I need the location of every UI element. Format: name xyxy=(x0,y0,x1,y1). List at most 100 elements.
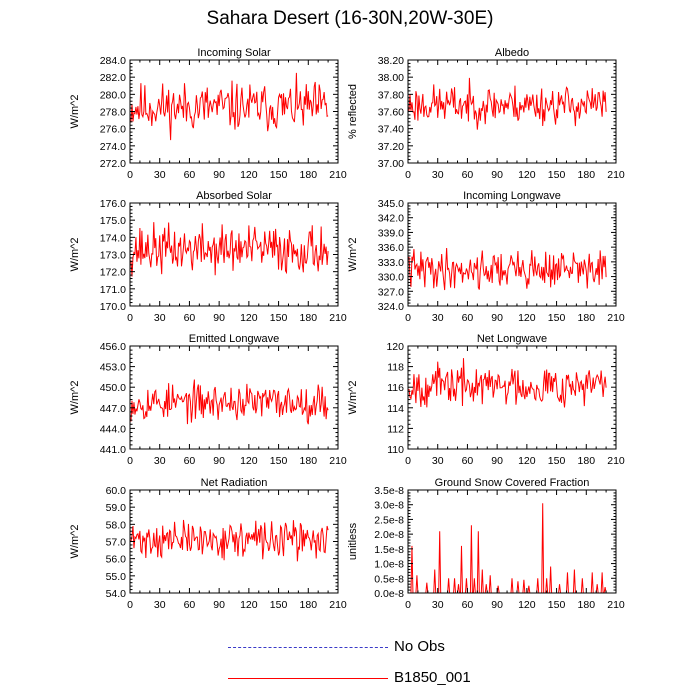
x-tick-label: 150 xyxy=(548,169,566,181)
x-tick-label: 60 xyxy=(462,312,474,324)
plot-frame xyxy=(407,489,617,594)
x-tick-label: 180 xyxy=(578,599,596,611)
x-tick-label: 90 xyxy=(491,312,503,324)
series-line xyxy=(130,519,329,562)
legend-item-b1850-001: B1850_001 xyxy=(228,669,528,689)
x-tick-label: 120 xyxy=(240,169,258,181)
y-tick-label: 37.20 xyxy=(378,141,404,153)
y-tick-label: 55.0 xyxy=(106,571,127,583)
panel-absorbed-solar: Absorbed Solar W/m^2 0 30 60 90 120 150 180 210 17… xyxy=(69,190,347,324)
y-axis-label: % reflected xyxy=(347,84,359,139)
y-tick-label: 58.0 xyxy=(106,519,127,531)
legend-label-no-obs: No Obs xyxy=(394,638,445,655)
x-tick-label: 180 xyxy=(578,169,596,181)
x-tick-label: 210 xyxy=(607,312,625,324)
panel-albedo: Albedo % reflected 0 30 60 90 120 150 180 210 37.0… xyxy=(347,47,625,181)
x-tick-label: 180 xyxy=(300,455,318,467)
y-tick-label: 327.0 xyxy=(378,286,404,298)
x-tick-label: 150 xyxy=(548,312,566,324)
y-tick-label: 342.0 xyxy=(378,213,404,225)
panel-ground-snow-covered-fraction: Ground Snow Covered Fraction unitless 0 30 6… xyxy=(347,477,625,611)
x-tick-label: 0 xyxy=(127,312,133,324)
legend-swatch-dashed xyxy=(228,647,388,648)
plot-frame xyxy=(129,345,339,450)
series-line xyxy=(408,358,607,408)
legend-item-no-obs: No Obs xyxy=(228,638,528,658)
y-tick-label: 120 xyxy=(386,341,404,353)
y-tick-label: 118 xyxy=(387,362,404,374)
x-tick-label: 150 xyxy=(270,312,288,324)
x-tick-label: 0 xyxy=(127,169,133,181)
x-tick-label: 0 xyxy=(405,312,411,324)
series-line xyxy=(408,248,607,291)
x-tick-label: 30 xyxy=(154,312,166,324)
plot-frame xyxy=(407,202,617,307)
y-tick-label: 2.5e-8 xyxy=(374,514,404,526)
x-tick-label: 30 xyxy=(154,599,166,611)
y-tick-label: 38.00 xyxy=(378,72,404,84)
y-tick-label: 2.0e-8 xyxy=(374,529,404,541)
y-tick-label: 1.5e-8 xyxy=(374,544,404,556)
y-tick-label: 282.0 xyxy=(100,72,126,84)
x-tick-label: 120 xyxy=(518,169,536,181)
y-axis-label: W/m^2 xyxy=(347,238,359,272)
x-tick-label: 60 xyxy=(184,169,196,181)
panel-title: Incoming Longwave xyxy=(463,190,561,202)
panel-title: Emitted Longwave xyxy=(189,333,280,345)
y-tick-label: 444.0 xyxy=(100,423,126,435)
x-tick-label: 210 xyxy=(329,599,347,611)
chart-main-title: Sahara Desert (16-30N,20W-30E) xyxy=(206,8,494,29)
x-tick-label: 90 xyxy=(213,169,225,181)
y-tick-label: 1.0e-8 xyxy=(374,559,404,571)
x-tick-label: 60 xyxy=(462,169,474,181)
series-line xyxy=(130,379,329,425)
y-tick-label: 324.0 xyxy=(378,301,404,313)
y-tick-label: 38.20 xyxy=(378,55,404,67)
y-tick-label: 174.0 xyxy=(100,232,126,244)
y-tick-label: 330.0 xyxy=(378,272,404,284)
panel-net-radiation: Net Radiation W/m^2 0 30 60 90 120 150 180 210 54.… xyxy=(69,477,347,611)
x-tick-label: 0 xyxy=(405,169,411,181)
y-tick-label: 456.0 xyxy=(100,341,126,353)
y-axis-label: W/m^2 xyxy=(69,238,81,272)
series-line xyxy=(130,72,329,141)
y-axis-label: unitless xyxy=(347,522,359,560)
x-tick-label: 30 xyxy=(432,599,444,611)
series-line xyxy=(408,77,607,130)
x-tick-label: 150 xyxy=(270,169,288,181)
x-tick-label: 0 xyxy=(405,599,411,611)
x-tick-label: 210 xyxy=(607,599,625,611)
y-tick-label: 37.00 xyxy=(378,158,404,170)
x-tick-label: 60 xyxy=(462,599,474,611)
x-tick-label: 180 xyxy=(300,312,318,324)
y-tick-label: 0.5e-8 xyxy=(374,573,404,585)
y-tick-label: 333.0 xyxy=(378,257,404,269)
y-tick-label: 453.0 xyxy=(100,362,126,374)
y-tick-label: 112 xyxy=(387,423,404,435)
panel-title: Absorbed Solar xyxy=(196,190,272,202)
x-tick-label: 210 xyxy=(329,169,347,181)
y-axis-label: W/m^2 xyxy=(69,525,81,559)
x-tick-label: 30 xyxy=(154,169,166,181)
x-tick-label: 120 xyxy=(518,312,536,324)
x-tick-label: 60 xyxy=(462,455,474,467)
x-tick-label: 210 xyxy=(607,455,625,467)
y-axis-label: W/m^2 xyxy=(347,381,359,415)
y-tick-label: 114 xyxy=(387,403,404,415)
legend-label-b1850-001: B1850_001 xyxy=(394,669,471,686)
panel-emitted-longwave: Emitted Longwave W/m^2 0 30 60 90 120 150 180 210… xyxy=(69,333,347,467)
y-axis-label: W/m^2 xyxy=(69,95,81,129)
panel-title: Net Radiation xyxy=(201,477,268,489)
y-tick-label: 280.0 xyxy=(100,89,126,101)
x-tick-label: 30 xyxy=(432,169,444,181)
y-tick-label: 59.0 xyxy=(106,502,127,514)
x-tick-label: 120 xyxy=(240,312,258,324)
y-tick-label: 60.0 xyxy=(106,485,127,497)
x-tick-label: 60 xyxy=(184,455,196,467)
y-tick-label: 56.0 xyxy=(106,554,127,566)
x-tick-label: 150 xyxy=(548,599,566,611)
panel-title: Ground Snow Covered Fraction xyxy=(435,477,590,489)
y-tick-label: 170.0 xyxy=(100,301,126,313)
series-line xyxy=(408,503,607,594)
